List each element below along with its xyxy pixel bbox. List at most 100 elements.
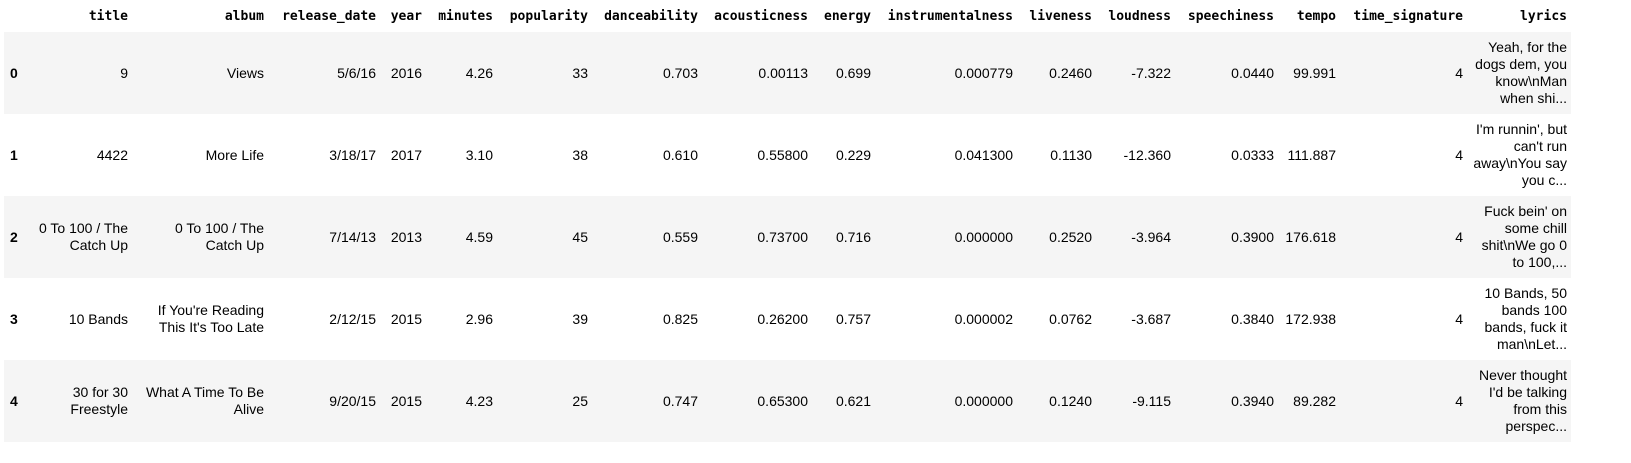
- cell-release-date: 2/12/15: [329, 311, 376, 327]
- cell-instrumentalness: 0.041300: [954, 147, 1013, 163]
- cell-tempo: 176.618: [1285, 229, 1336, 245]
- column-header-speechiness: speechiness: [1187, 8, 1274, 24]
- table-row: 3 10 Bands If You're Reading This It's T…: [4, 278, 1571, 360]
- cell-popularity: 45: [572, 229, 588, 245]
- cell-danceability: 0.747: [662, 393, 698, 409]
- cell-acousticness: 0.00113: [758, 65, 808, 81]
- cell-time-signature: 4: [1455, 65, 1463, 81]
- row-index: 3: [10, 311, 18, 327]
- cell-liveness: 0.2460: [1049, 65, 1092, 81]
- column-header-minutes: minutes: [438, 8, 493, 24]
- table-row: 0 9 Views 5/6/16 2016 4.26 33 0.703 0.00…: [4, 32, 1571, 114]
- column-header-tempo: tempo: [1296, 8, 1336, 24]
- cell-lyrics: I'm runnin', but can't run away\nYou say…: [1473, 121, 1567, 188]
- cell-speechiness: 0.0333: [1231, 147, 1274, 163]
- cell-tempo: 172.938: [1285, 311, 1336, 327]
- column-header-album: album: [224, 8, 264, 24]
- table-row: 2 0 To 100 / The Catch Up 0 To 100 / The…: [4, 196, 1571, 278]
- cell-loudness: -3.964: [1131, 229, 1171, 245]
- row-index: 1: [10, 147, 18, 163]
- column-header-release-date: release_date: [282, 8, 376, 24]
- cell-danceability: 0.703: [662, 65, 698, 81]
- cell-title: 0 To 100 / The Catch Up: [39, 220, 128, 253]
- cell-speechiness: 0.0440: [1231, 65, 1274, 81]
- cell-loudness: -9.115: [1132, 393, 1171, 409]
- cell-title: 30 for 30 Freestyle: [70, 384, 128, 417]
- column-header-acousticness: acousticness: [714, 8, 808, 24]
- cell-release-date: 9/20/15: [329, 393, 376, 409]
- cell-instrumentalness: 0.000002: [954, 311, 1013, 327]
- cell-acousticness: 0.73700: [757, 229, 808, 245]
- cell-energy: 0.716: [835, 229, 871, 245]
- column-header-energy: energy: [824, 8, 871, 24]
- cell-danceability: 0.610: [662, 147, 698, 163]
- cell-lyrics: 10 Bands, 50 bands 100 bands, fuck it ma…: [1484, 285, 1567, 352]
- cell-tempo: 99.991: [1293, 65, 1336, 81]
- cell-instrumentalness: 0.000779: [954, 65, 1013, 81]
- cell-year: 2015: [390, 311, 422, 327]
- cell-energy: 0.757: [835, 311, 871, 327]
- cell-popularity: 33: [572, 65, 588, 81]
- cell-lyrics: Fuck bein' on some chill shit\nWe go 0 t…: [1481, 203, 1567, 270]
- cell-acousticness: 0.26200: [757, 311, 808, 327]
- cell-liveness: 0.1240: [1049, 393, 1092, 409]
- cell-danceability: 0.825: [662, 311, 698, 327]
- cell-title: 4422: [96, 146, 128, 163]
- table-body: 0 9 Views 5/6/16 2016 4.26 33 0.703 0.00…: [4, 32, 1571, 442]
- cell-energy: 0.621: [835, 393, 871, 409]
- cell-title: 9: [120, 64, 128, 81]
- cell-album: Views: [226, 64, 264, 81]
- column-header-time-signature: time_signature: [1353, 8, 1463, 24]
- cell-acousticness: 0.55800: [757, 147, 808, 163]
- cell-time-signature: 4: [1455, 393, 1463, 409]
- cell-album: 0 To 100 / The Catch Up: [175, 220, 264, 253]
- cell-loudness: -7.322: [1131, 65, 1171, 81]
- cell-year: 2016: [390, 65, 422, 81]
- cell-minutes: 4.59: [465, 229, 493, 245]
- cell-popularity: 38: [572, 147, 588, 163]
- cell-acousticness: 0.65300: [757, 393, 808, 409]
- cell-popularity: 25: [572, 393, 588, 409]
- cell-time-signature: 4: [1455, 229, 1463, 245]
- cell-time-signature: 4: [1455, 147, 1463, 163]
- cell-liveness: 0.2520: [1049, 229, 1092, 245]
- row-index: 2: [10, 229, 18, 245]
- cell-minutes: 4.26: [465, 65, 493, 81]
- cell-instrumentalness: 0.000000: [954, 229, 1013, 245]
- table-row: 1 4422 More Life 3/18/17 2017 3.10 38 0.…: [4, 114, 1571, 196]
- cell-release-date: 5/6/16: [337, 65, 376, 81]
- column-header-instrumentalness: instrumentalness: [887, 8, 1013, 24]
- cell-loudness: -12.360: [1123, 147, 1171, 163]
- cell-year: 2015: [390, 393, 422, 409]
- cell-energy: 0.229: [835, 147, 871, 163]
- column-header-title: title: [88, 8, 128, 24]
- cell-popularity: 39: [572, 311, 588, 327]
- cell-liveness: 0.1130: [1050, 147, 1092, 163]
- cell-album: If You're Reading This It's Too Late: [157, 302, 264, 335]
- column-header-liveness: liveness: [1029, 8, 1092, 24]
- cell-loudness: -3.687: [1131, 311, 1171, 327]
- column-header-year: year: [390, 8, 422, 24]
- cell-minutes: 3.10: [465, 147, 493, 163]
- cell-year: 2017: [390, 147, 422, 163]
- index-header: [4, 0, 28, 32]
- cell-title: 10 Bands: [68, 310, 128, 327]
- cell-instrumentalness: 0.000000: [954, 393, 1013, 409]
- cell-release-date: 3/18/17: [329, 147, 376, 163]
- column-header-loudness: loudness: [1108, 8, 1171, 24]
- cell-release-date: 7/14/13: [329, 229, 376, 245]
- row-index: 4: [10, 393, 18, 409]
- cell-album: What A Time To Be Alive: [145, 384, 264, 417]
- cell-danceability: 0.559: [662, 229, 698, 245]
- cell-lyrics: Never thought I'd be talking from this p…: [1479, 367, 1567, 434]
- cell-lyrics: Yeah, for the dogs dem, you know\nMan wh…: [1475, 39, 1567, 106]
- column-header-popularity: popularity: [509, 8, 588, 24]
- cell-energy: 0.699: [835, 65, 871, 81]
- column-header-danceability: danceability: [604, 8, 698, 24]
- row-index: 0: [10, 65, 18, 81]
- cell-minutes: 4.23: [465, 393, 493, 409]
- cell-liveness: 0.0762: [1049, 311, 1092, 327]
- table-row: 4 30 for 30 Freestyle What A Time To Be …: [4, 360, 1571, 442]
- header-row: title album release_date year minutes po…: [4, 0, 1571, 32]
- cell-speechiness: 0.3900: [1231, 229, 1274, 245]
